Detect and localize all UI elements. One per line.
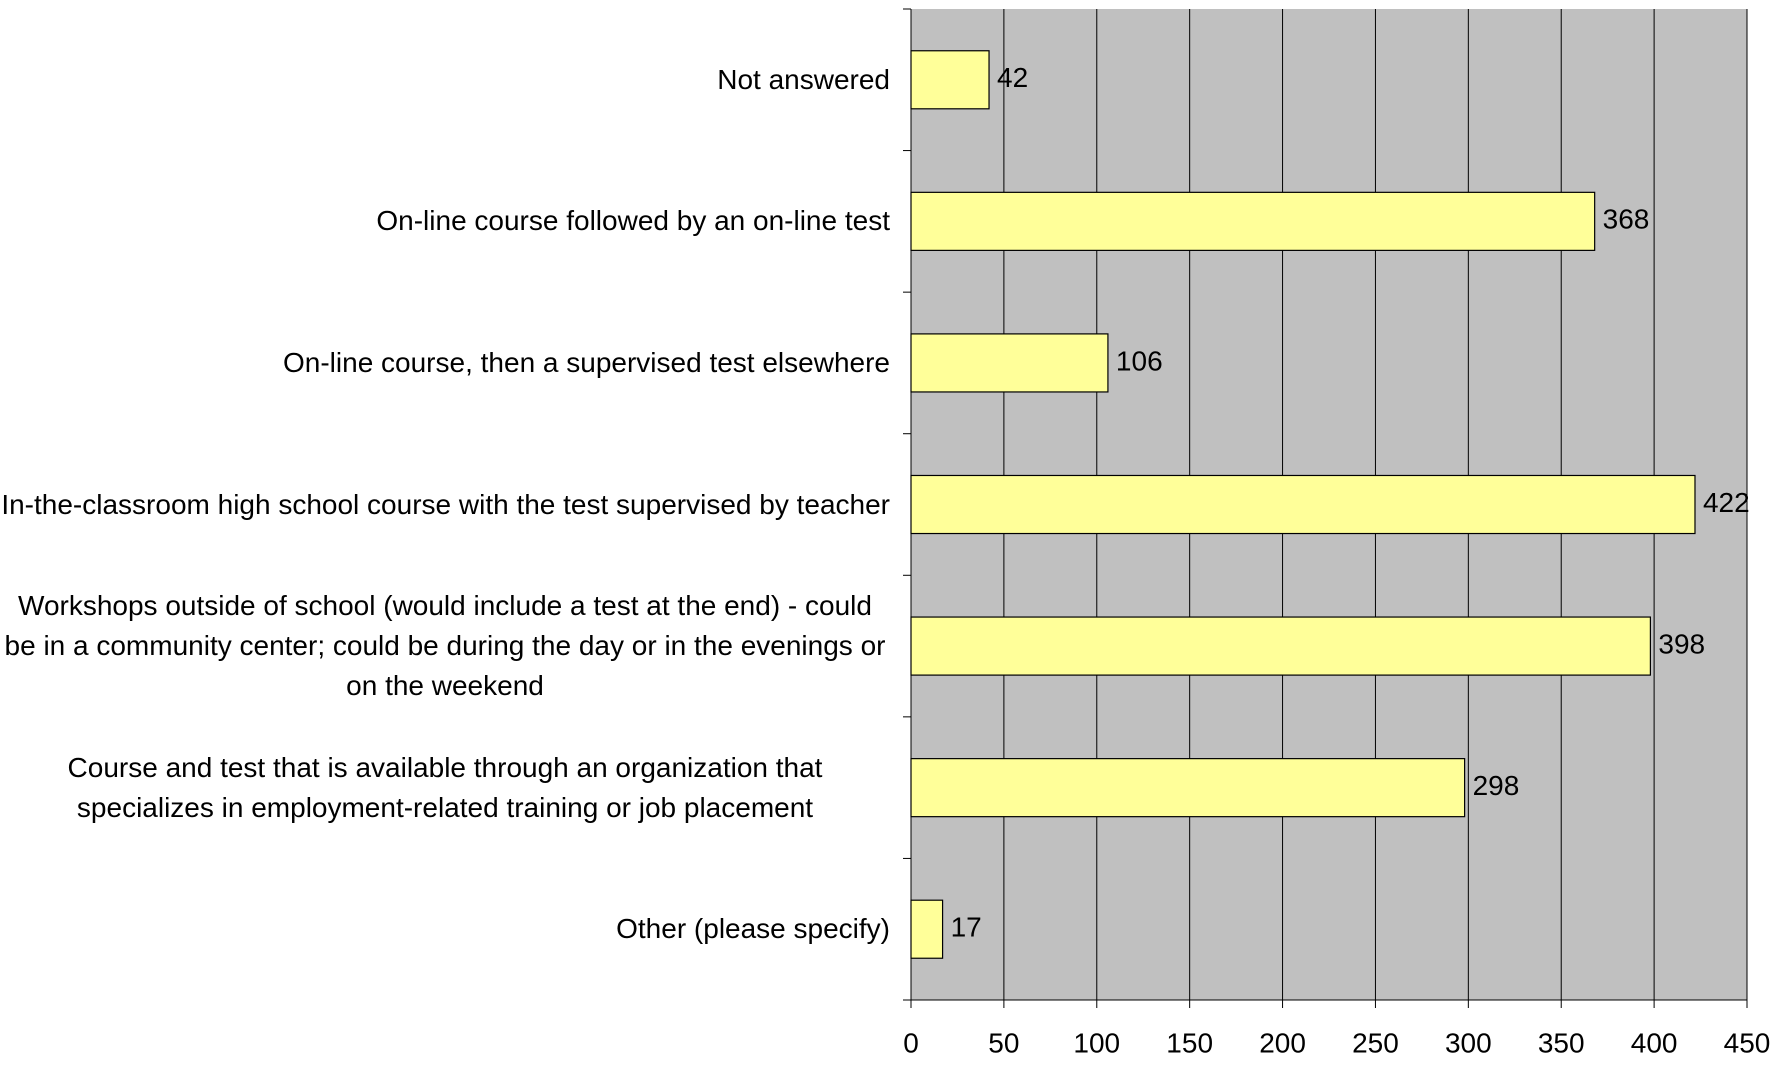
y-tick-label: Workshops outside of school (would inclu…: [4, 590, 886, 702]
x-tick-label: 200: [1259, 1027, 1306, 1058]
data-label: 422: [1703, 487, 1750, 518]
category-label-box: Course and test that is available throug…: [0, 748, 890, 828]
y-tick-label: Not answered: [717, 63, 890, 95]
category-label-box: On-line course, then a supervised test e…: [0, 343, 890, 383]
bar: [910, 758, 1466, 818]
bar: [910, 474, 1696, 535]
y-tick-label: On-line course, then a supervised test e…: [283, 346, 890, 378]
y-tick-label: Other (please specify): [616, 913, 890, 945]
data-label: 398: [1658, 628, 1705, 659]
category-label-box: On-line course followed by an on-line te…: [0, 201, 890, 241]
category-label-box: Workshops outside of school (would inclu…: [0, 586, 890, 706]
x-tick-label: 0: [903, 1027, 919, 1058]
bar: [910, 899, 944, 959]
x-tick-label: 400: [1631, 1027, 1678, 1058]
bar: [910, 333, 1109, 393]
x-tick-label: 300: [1445, 1027, 1492, 1058]
x-tick-label: 50: [988, 1027, 1019, 1058]
bar: [910, 616, 1651, 676]
x-tick-label: 450: [1724, 1027, 1771, 1058]
bar: [910, 191, 1596, 251]
category-label-box: In-the-classroom high school course with…: [0, 485, 890, 525]
y-tick-label: In-the-classroom high school course with…: [1, 488, 890, 520]
x-tick-label: 100: [1073, 1027, 1120, 1058]
category-label-box: Not answered: [0, 60, 890, 100]
x-tick-label: 150: [1166, 1027, 1213, 1058]
category-label-box: Other (please specify): [0, 909, 890, 949]
data-label: 106: [1116, 345, 1163, 376]
y-tick-label: Course and test that is available throug…: [67, 751, 823, 823]
y-tick-label: On-line course followed by an on-line te…: [376, 205, 890, 237]
data-label: 17: [951, 912, 982, 943]
data-label: 368: [1603, 204, 1650, 235]
x-tick-label: 350: [1538, 1027, 1585, 1058]
data-label: 42: [997, 62, 1028, 93]
x-tick-label: 250: [1352, 1027, 1399, 1058]
bar: [910, 50, 990, 110]
data-label: 298: [1473, 770, 1520, 801]
